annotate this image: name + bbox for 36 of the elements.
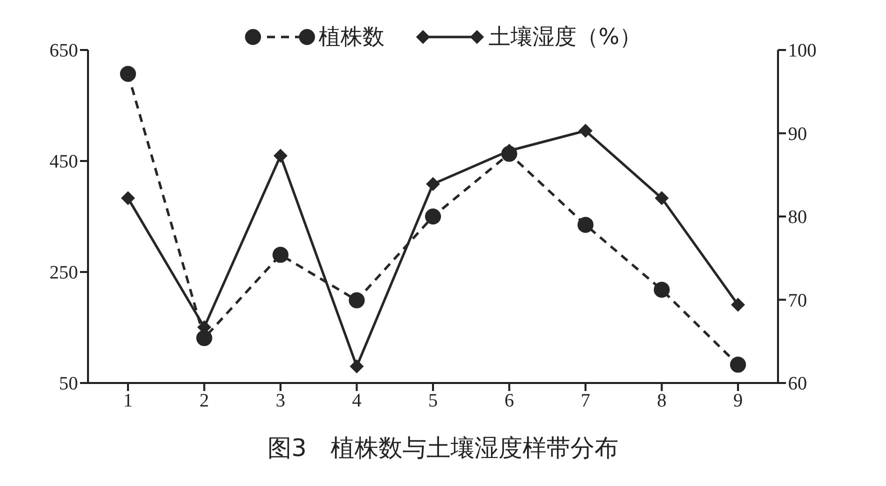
- point: [426, 177, 440, 192]
- y2-tick-label: 80: [788, 207, 807, 228]
- x-tick-label: 6: [504, 390, 514, 412]
- point: [121, 191, 135, 206]
- y2-tick-label: 60: [788, 374, 807, 395]
- point: [731, 298, 745, 312]
- point: [350, 359, 364, 374]
- point: [120, 66, 136, 82]
- point: [578, 124, 592, 138]
- point: [654, 191, 669, 206]
- x-tick-label: 5: [428, 390, 438, 412]
- y2-tick-label: 90: [788, 124, 807, 145]
- x-tick-label: 8: [657, 390, 666, 412]
- y-tick-label: 250: [50, 262, 78, 284]
- x-tick-label: 7: [580, 390, 590, 412]
- x-tick-label: 1: [123, 390, 133, 412]
- point: [274, 148, 288, 163]
- x-tick-label: 3: [276, 390, 286, 412]
- y-tick-label: 450: [50, 152, 78, 173]
- x-tick-label: 9: [733, 390, 743, 412]
- y-tick-label: 50: [59, 374, 78, 395]
- point: [425, 208, 441, 224]
- x-tick-label: 2: [200, 390, 209, 412]
- point: [730, 356, 746, 373]
- x-tick-label: 4: [352, 390, 362, 412]
- y2-tick-label: 70: [788, 290, 807, 312]
- legend-label: 土壤湿度（%）: [488, 24, 642, 52]
- legend-label: 植株数: [318, 24, 385, 52]
- y2-tick-label: 100: [788, 40, 816, 62]
- point: [578, 216, 594, 233]
- text: 图3 植株数与土壤湿度样带分布: [266, 433, 620, 464]
- point: [654, 282, 670, 298]
- point: [348, 292, 365, 308]
- y-tick-label: 650: [50, 40, 78, 62]
- point: [272, 246, 288, 263]
- point: [196, 330, 212, 346]
